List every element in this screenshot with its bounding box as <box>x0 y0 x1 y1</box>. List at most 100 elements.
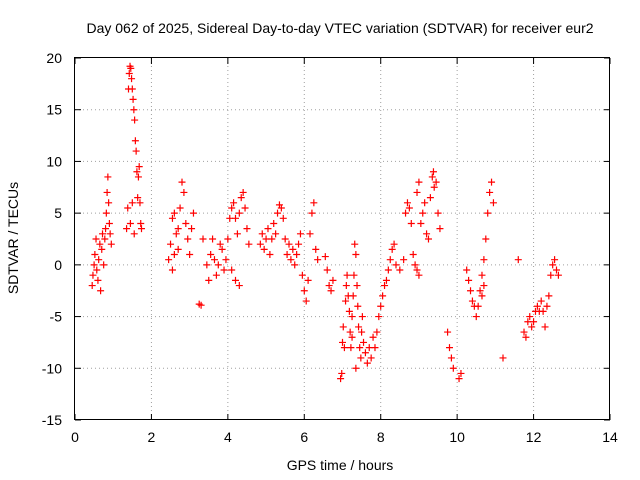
data-point <box>136 199 144 207</box>
data-point <box>174 225 182 233</box>
data-point <box>356 344 364 352</box>
data-point <box>228 204 236 212</box>
data-point <box>133 168 141 176</box>
x-tick-label: 6 <box>300 429 308 445</box>
data-point <box>268 235 276 243</box>
data-point <box>94 276 102 284</box>
data-point <box>105 219 113 227</box>
data-point <box>405 204 413 212</box>
data-point <box>245 240 253 248</box>
data-point <box>403 199 411 207</box>
data-point <box>203 261 211 269</box>
data-point <box>358 313 366 321</box>
data-point <box>308 209 316 217</box>
data-point <box>296 230 304 238</box>
data-point <box>95 256 103 264</box>
data-point <box>547 271 555 279</box>
data-point <box>482 235 490 243</box>
data-point <box>338 369 346 377</box>
data-point <box>306 230 314 238</box>
data-point <box>449 364 457 372</box>
data-point <box>463 266 471 274</box>
x-tick-label: 8 <box>377 429 385 445</box>
data-point <box>101 235 109 243</box>
data-point <box>357 354 365 362</box>
data-point <box>92 235 100 243</box>
data-point <box>345 307 353 315</box>
data-point <box>287 256 295 264</box>
data-point <box>214 261 222 269</box>
data-point <box>467 287 475 295</box>
data-point <box>447 354 455 362</box>
data-point <box>539 307 547 315</box>
data-point <box>369 333 377 341</box>
data-point <box>486 188 494 196</box>
data-point <box>329 276 337 284</box>
data-point <box>260 245 268 253</box>
data-point <box>103 188 111 196</box>
data-point <box>423 230 431 238</box>
data-point <box>180 188 188 196</box>
data-point <box>337 375 345 383</box>
x-tick-label: 12 <box>526 429 542 445</box>
data-point <box>379 292 387 300</box>
data-point <box>342 297 350 305</box>
data-point <box>354 302 362 310</box>
data-point <box>361 349 369 357</box>
data-point <box>386 256 394 264</box>
data-point <box>407 219 415 227</box>
data-point <box>102 209 110 217</box>
data-point <box>90 261 98 269</box>
data-point <box>125 70 133 78</box>
data-point <box>170 251 178 259</box>
data-point <box>526 313 534 321</box>
data-point <box>131 137 139 145</box>
data-point <box>197 301 205 309</box>
data-point <box>371 344 379 352</box>
data-point <box>325 282 333 290</box>
plot-frame <box>74 57 610 420</box>
data-point <box>123 225 131 233</box>
data-point <box>367 354 375 362</box>
data-point <box>88 282 96 290</box>
data-point <box>528 323 536 331</box>
y-tick-label: 10 <box>46 153 62 169</box>
data-point <box>230 199 238 207</box>
data-point <box>274 209 282 217</box>
data-point <box>377 302 385 310</box>
data-point <box>429 168 437 176</box>
data-point <box>551 256 559 264</box>
data-point <box>222 256 230 264</box>
data-point <box>346 328 354 336</box>
data-point <box>210 256 218 264</box>
data-point <box>417 219 425 227</box>
data-point <box>314 256 322 264</box>
data-point <box>484 209 492 217</box>
data-point <box>499 354 507 362</box>
data-point <box>415 271 423 279</box>
data-point <box>474 302 482 310</box>
data-point <box>426 194 434 202</box>
data-point <box>188 225 196 233</box>
x-tick-label: 10 <box>449 429 465 445</box>
data-point <box>99 230 107 238</box>
data-point <box>339 338 346 346</box>
data-point <box>549 261 557 269</box>
data-point <box>106 230 114 238</box>
data-point <box>480 282 488 290</box>
data-point <box>327 287 335 295</box>
data-point <box>172 230 180 238</box>
data-point <box>312 245 320 253</box>
data-point <box>522 333 530 341</box>
data-point <box>298 271 306 279</box>
data-point <box>310 199 318 207</box>
y-tick-label: 20 <box>46 50 62 66</box>
data-point <box>174 245 182 253</box>
data-point <box>436 225 444 233</box>
x-tick-label: 14 <box>602 429 618 445</box>
data-point <box>554 271 562 279</box>
data-point <box>446 344 453 352</box>
data-point <box>258 230 266 238</box>
data-point <box>130 106 138 114</box>
